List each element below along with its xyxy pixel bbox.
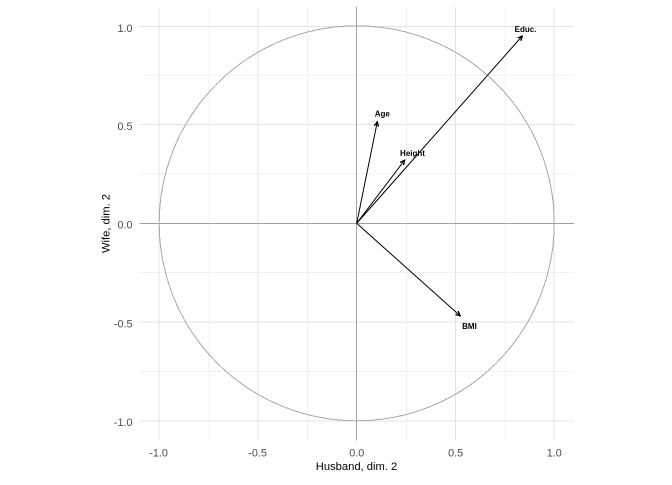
svg-text:-1.0: -1.0 xyxy=(114,417,133,429)
svg-text:1.0: 1.0 xyxy=(547,448,562,460)
svg-text:0.5: 0.5 xyxy=(448,448,463,460)
svg-text:-0.5: -0.5 xyxy=(114,318,133,330)
svg-text:0.5: 0.5 xyxy=(117,121,132,133)
svg-text:0.0: 0.0 xyxy=(349,448,364,460)
svg-text:Height: Height xyxy=(400,149,425,158)
svg-text:Educ.: Educ. xyxy=(515,25,537,34)
svg-text:BMI: BMI xyxy=(462,322,477,331)
svg-text:Wife, dim. 2: Wife, dim. 2 xyxy=(101,194,113,253)
svg-text:Age: Age xyxy=(375,109,391,118)
svg-text:-1.0: -1.0 xyxy=(149,448,168,460)
svg-text:0.0: 0.0 xyxy=(117,220,132,232)
svg-text:1.0: 1.0 xyxy=(117,23,132,35)
svg-text:-0.5: -0.5 xyxy=(248,448,267,460)
svg-text:Husband, dim. 2: Husband, dim. 2 xyxy=(316,461,397,473)
